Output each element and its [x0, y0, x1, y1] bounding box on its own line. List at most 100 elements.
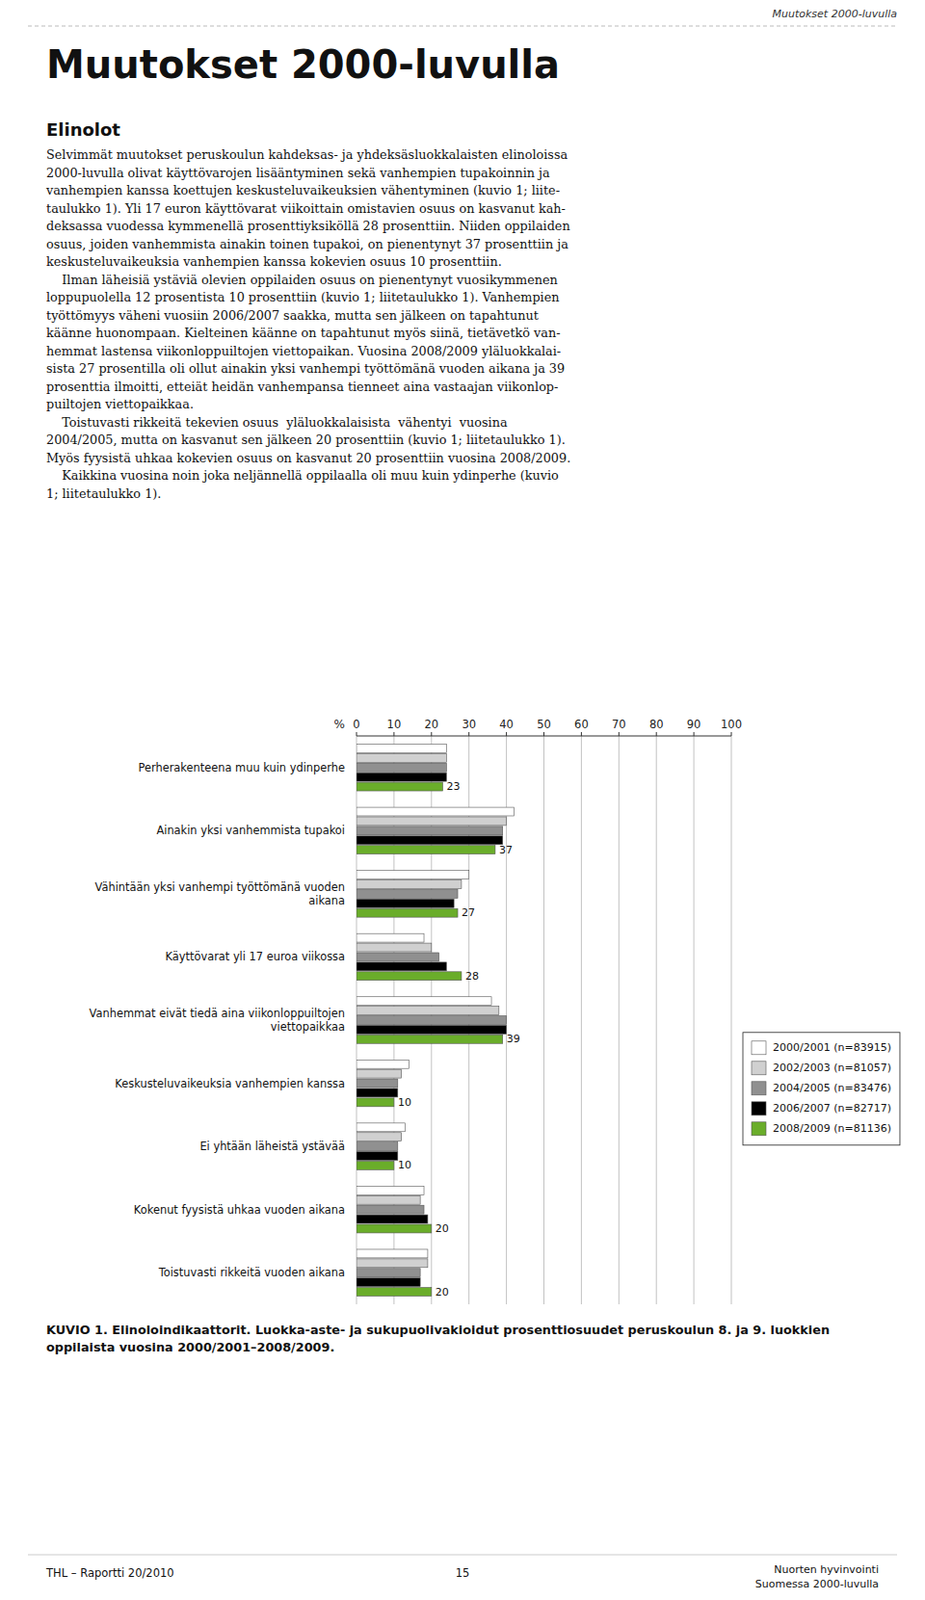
tick-mark [430, 732, 432, 737]
bar [356, 763, 447, 772]
grid-line [505, 736, 507, 1305]
body-line: Kaikkina vuosina noin joka neljännellä o… [46, 467, 559, 485]
tick-mark [393, 732, 395, 737]
tick-label: 10 [387, 717, 402, 732]
category-label: Kokenut fyysistä uhkaa vuoden aikana [133, 1203, 345, 1217]
tick-mark [468, 732, 470, 737]
bar [356, 908, 458, 918]
bar [356, 807, 514, 817]
bar [356, 744, 447, 754]
category-label: Ei yhtään läheistä ystävää [199, 1139, 345, 1154]
footer-right: Nuorten hyvinvointi Suomessa 2000-luvull… [755, 1562, 879, 1592]
bar [356, 817, 507, 826]
body-line: vanhempien kanssa koettujen keskusteluva… [46, 182, 560, 200]
data-label: 23 [446, 780, 460, 793]
body-line: keskusteluvaikeuksia vanhempien kanssa k… [46, 253, 503, 271]
body-line: Ilman läheisiä ystäviä olevien oppilaide… [46, 271, 558, 290]
bar [356, 1288, 432, 1297]
category-label-line: Vähintään yksi vanhempi työttömänä vuode… [95, 880, 345, 895]
data-label: 27 [461, 906, 476, 920]
bar [356, 1059, 409, 1069]
grid-line [618, 736, 620, 1305]
grid-line [581, 736, 582, 1305]
legend-swatch [751, 1102, 767, 1116]
bar [356, 1069, 402, 1079]
category-label-line: Käyttövarat yli 17 euroa viikossa [165, 950, 345, 964]
section-title: Elinolot [46, 119, 121, 140]
grid-line [543, 736, 545, 1305]
bar [356, 1224, 432, 1234]
body-line: prosenttia ilmoitti, etteiät heidän vanh… [46, 378, 558, 397]
tick-mark [656, 732, 658, 737]
category-label: Vanhemmat eivät tiedä aina viikonloppuil… [89, 1006, 345, 1034]
tick-label: 0 [352, 717, 360, 732]
body-line: puiltojen viettopaikkaa. [46, 396, 194, 414]
tick-mark [731, 732, 733, 737]
grid-line [693, 736, 695, 1305]
bar [356, 772, 447, 782]
bar [356, 1249, 428, 1259]
data-label: 10 [397, 1096, 412, 1110]
legend: 2000/2001 (n=83915)2002/2003 (n=81057)20… [742, 1032, 900, 1146]
grid-line [656, 736, 658, 1305]
bar [356, 952, 440, 962]
data-label: 20 [435, 1286, 450, 1299]
category-label-line: aikana [308, 894, 345, 908]
body-line: sista 27 prosentilla oli ollut ainakin y… [46, 360, 565, 378]
category-label-line: Perherakenteena muu kuin ydinperhe [138, 761, 346, 775]
bar [356, 836, 503, 846]
tick-mark [505, 732, 507, 737]
x-axis-line [356, 736, 732, 738]
bar [356, 1079, 398, 1088]
body-line: hemmat lastensa viikonloppuiltojen viett… [46, 343, 561, 361]
legend-label: 2004/2005 (n=83476) [772, 1082, 892, 1095]
bar [356, 889, 458, 899]
bar [356, 753, 447, 763]
legend-swatch [751, 1082, 767, 1096]
tick-label: 20 [423, 717, 439, 732]
bar [356, 1006, 500, 1016]
tick-mark [543, 732, 545, 737]
legend-frame [742, 1032, 900, 1146]
bar [356, 1123, 406, 1133]
bar [356, 933, 424, 943]
bar [356, 1161, 395, 1170]
bar [356, 1133, 402, 1142]
bar [356, 1205, 424, 1215]
legend-swatch [751, 1041, 767, 1056]
category-label: Perherakenteena muu kuin ydinperhe [138, 761, 346, 775]
grid-line [430, 736, 432, 1305]
body-line: taulukko 1). Yli 17 euron käyttövarat vi… [46, 200, 566, 218]
body-line: 2000-luvulla olivat käyttövarojen lisään… [46, 164, 551, 183]
bar [356, 1142, 398, 1152]
data-label: 20 [435, 1222, 450, 1236]
category-label: Käyttövarat yli 17 euroa viikossa [165, 950, 345, 964]
bar [356, 1268, 421, 1278]
bar [356, 1025, 507, 1034]
grid-line [731, 736, 733, 1305]
tick-label: 100 [720, 717, 742, 732]
bar [356, 1034, 503, 1044]
bar [356, 1152, 398, 1162]
body-line: Myös fyysistä uhkaa kokevien osuus on ka… [46, 449, 571, 468]
tick-mark [356, 732, 358, 737]
tick-label: 80 [649, 717, 664, 732]
category-label: Keskusteluvaikeuksia vanhempien kanssa [114, 1077, 345, 1091]
category-label-line: Ei yhtään läheistä ystävää [199, 1139, 345, 1154]
axis-label: % [334, 717, 345, 732]
data-label: 37 [499, 844, 513, 857]
bar [356, 1098, 395, 1108]
data-labels: 233727283910102020 [397, 780, 521, 1298]
bar [356, 1259, 428, 1269]
category-label: Toistuvasti rikkeitä vuoden aikana [158, 1266, 345, 1280]
grid-line [356, 736, 358, 1305]
body-line: Selvimmät muutokset peruskoulun kahdeksa… [46, 146, 568, 164]
body-line: loppupuolella 12 prosentista 10 prosentt… [46, 289, 560, 307]
footer-rule [27, 1555, 898, 1557]
body-line: 1; liitetaulukko 1). [46, 485, 161, 503]
category-label-line: Toistuvasti rikkeitä vuoden aikana [158, 1266, 345, 1280]
tick-mark [581, 732, 582, 737]
body-line: 2004/2005, mutta on kasvanut sen jälkeen… [46, 431, 566, 450]
tick-label: 30 [461, 717, 476, 732]
body-line: Toistuvasti rikkeitä tekevien osuus yläl… [46, 414, 508, 432]
